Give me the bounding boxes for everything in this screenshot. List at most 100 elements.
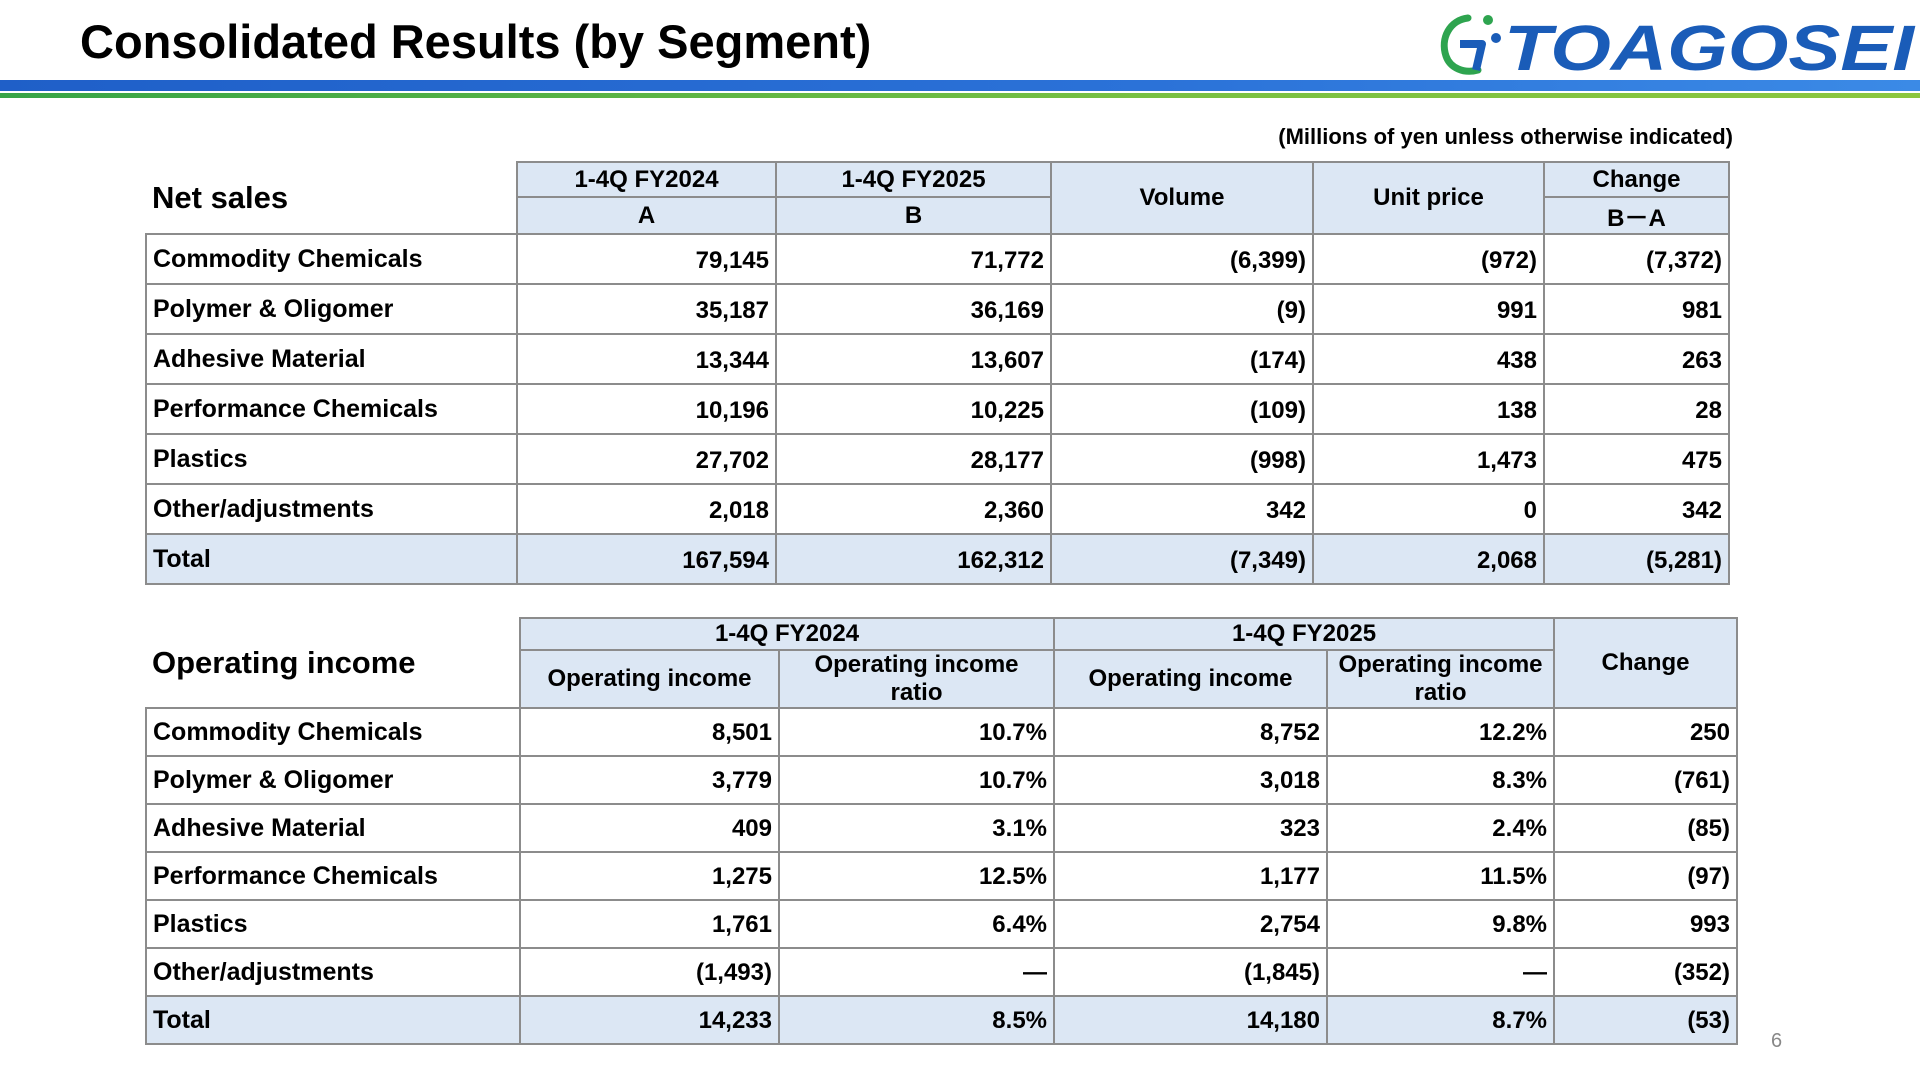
page-number: 6	[1771, 1030, 1783, 1052]
cell-unit-price: 0	[1312, 483, 1545, 535]
cell-change: 993	[1553, 899, 1738, 949]
cell-volume: (9)	[1050, 283, 1314, 335]
header-operating-income-ratio-2024: Operating income ratio	[778, 649, 1055, 709]
segment-name: Adhesive Material	[145, 803, 521, 853]
header-a: A	[516, 196, 777, 235]
cell-volume: 342	[1050, 483, 1314, 535]
cell-change: 981	[1543, 283, 1730, 335]
total-row: Total 167,594 162,312 (7,349) 2,068 (5,2…	[145, 533, 1730, 585]
cell-volume: (998)	[1050, 433, 1314, 485]
segment-name: Polymer & Oligomer	[145, 283, 518, 335]
cell-oi-2025: (1,845)	[1053, 947, 1328, 997]
cell-oi-2024: 1,275	[519, 851, 780, 901]
segment-name: Adhesive Material	[145, 333, 518, 385]
cell-a: 10,196	[516, 383, 777, 435]
cell-volume: (7,349)	[1050, 533, 1314, 585]
table-row: Polymer & Oligomer 35,187 36,169 (9) 991…	[145, 283, 1730, 335]
segment-name: Polymer & Oligomer	[145, 755, 521, 805]
header-change: Change	[1553, 617, 1738, 709]
cell-oi-2025: 2,754	[1053, 899, 1328, 949]
cell-unit-price: (972)	[1312, 233, 1545, 285]
cell-unit-price: 2,068	[1312, 533, 1545, 585]
cell-change: 263	[1543, 333, 1730, 385]
cell-oi-2024: 8,501	[519, 707, 780, 757]
cell-volume: (109)	[1050, 383, 1314, 435]
cell-b: 28,177	[775, 433, 1052, 485]
header-volume: Volume	[1050, 161, 1314, 235]
cell-a: 2,018	[516, 483, 777, 535]
cell-unit-price: 1,473	[1312, 433, 1545, 485]
header-fy2025: 1-4Q FY2025	[1053, 617, 1555, 651]
cell-oi-2025: 323	[1053, 803, 1328, 853]
cell-unit-price: 438	[1312, 333, 1545, 385]
table-row: Performance Chemicals 10,196 10,225 (109…	[145, 383, 1730, 435]
total-label: Total	[145, 533, 518, 585]
table-row: Other/adjustments (1,493) — (1,845) — (3…	[145, 947, 1738, 997]
operating-income-title: Operating income	[146, 618, 520, 708]
cell-change: (761)	[1553, 755, 1738, 805]
cell-ratio-2024: 8.5%	[778, 995, 1055, 1045]
cell-a: 35,187	[516, 283, 777, 335]
cell-b: 36,169	[775, 283, 1052, 335]
segment-name: Performance Chemicals	[145, 851, 521, 901]
cell-ratio-2025: 9.8%	[1326, 899, 1555, 949]
cell-b: 71,772	[775, 233, 1052, 285]
total-label: Total	[145, 995, 521, 1045]
segment-name: Plastics	[145, 899, 521, 949]
cell-ratio-2024: 10.7%	[778, 707, 1055, 757]
segment-name: Other/adjustments	[145, 483, 518, 535]
net-sales-table: Net sales 1-4Q FY2024 1-4Q FY2025 Volume…	[145, 161, 1730, 585]
cell-ratio-2025: 8.7%	[1326, 995, 1555, 1045]
cell-a: 27,702	[516, 433, 777, 485]
cell-volume: (6,399)	[1050, 233, 1314, 285]
table-row: Adhesive Material 409 3.1% 323 2.4% (85)	[145, 803, 1738, 853]
cell-oi-2024: 14,233	[519, 995, 780, 1045]
table-row: Commodity Chemicals 79,145 71,772 (6,399…	[145, 233, 1730, 285]
cell-ratio-2024: 10.7%	[778, 755, 1055, 805]
cell-unit-price: 138	[1312, 383, 1545, 435]
cell-oi-2024: (1,493)	[519, 947, 780, 997]
cell-oi-2024: 409	[519, 803, 780, 853]
cell-ratio-2024: 12.5%	[778, 851, 1055, 901]
header-b-minus-a: B－A	[1543, 196, 1730, 235]
segment-name: Other/adjustments	[145, 947, 521, 997]
cell-volume: (174)	[1050, 333, 1314, 385]
cell-ratio-2025: 12.2%	[1326, 707, 1555, 757]
logo-mark-icon	[1440, 14, 1501, 75]
header-ratio-line1: Operating income	[1338, 651, 1543, 678]
table-row: Commodity Chemicals 8,501 10.7% 8,752 12…	[145, 707, 1738, 757]
cell-ratio-2025: 8.3%	[1326, 755, 1555, 805]
cell-oi-2025: 3,018	[1053, 755, 1328, 805]
table-row: Plastics 1,761 6.4% 2,754 9.8% 993	[145, 899, 1738, 949]
cell-change: 28	[1543, 383, 1730, 435]
cell-change: 342	[1543, 483, 1730, 535]
cell-b: 10,225	[775, 383, 1052, 435]
cell-b: 2,360	[775, 483, 1052, 535]
cell-change: 475	[1543, 433, 1730, 485]
segment-name: Commodity Chemicals	[145, 233, 518, 285]
cell-ratio-2024: 3.1%	[778, 803, 1055, 853]
cell-change: (352)	[1553, 947, 1738, 997]
header-fy2024: 1-4Q FY2024	[519, 617, 1055, 651]
cell-a: 167,594	[516, 533, 777, 585]
total-row: Total 14,233 8.5% 14,180 8.7% (53)	[145, 995, 1738, 1045]
cell-a: 13,344	[516, 333, 777, 385]
cell-change: (97)	[1553, 851, 1738, 901]
logo-wordmark: TOAGOSEI	[1504, 12, 1915, 80]
cell-change: (53)	[1553, 995, 1738, 1045]
table-row: Performance Chemicals 1,275 12.5% 1,177 …	[145, 851, 1738, 901]
cell-ratio-2025: 11.5%	[1326, 851, 1555, 901]
header-ratio-line2: ratio	[1414, 679, 1467, 706]
header-unit-price: Unit price	[1312, 161, 1545, 235]
header-b: B	[775, 196, 1052, 235]
cell-change: (7,372)	[1543, 233, 1730, 285]
cell-b: 162,312	[775, 533, 1052, 585]
cell-oi-2025: 1,177	[1053, 851, 1328, 901]
header-operating-income-2025: Operating income	[1053, 649, 1328, 709]
table-row: Other/adjustments 2,018 2,360 342 0 342	[145, 483, 1730, 535]
table-row: Plastics 27,702 28,177 (998) 1,473 475	[145, 433, 1730, 485]
cell-ratio-2025: 2.4%	[1326, 803, 1555, 853]
cell-oi-2024: 1,761	[519, 899, 780, 949]
cell-ratio-2025: —	[1326, 947, 1555, 997]
header-fy2024: 1-4Q FY2024	[516, 161, 777, 198]
